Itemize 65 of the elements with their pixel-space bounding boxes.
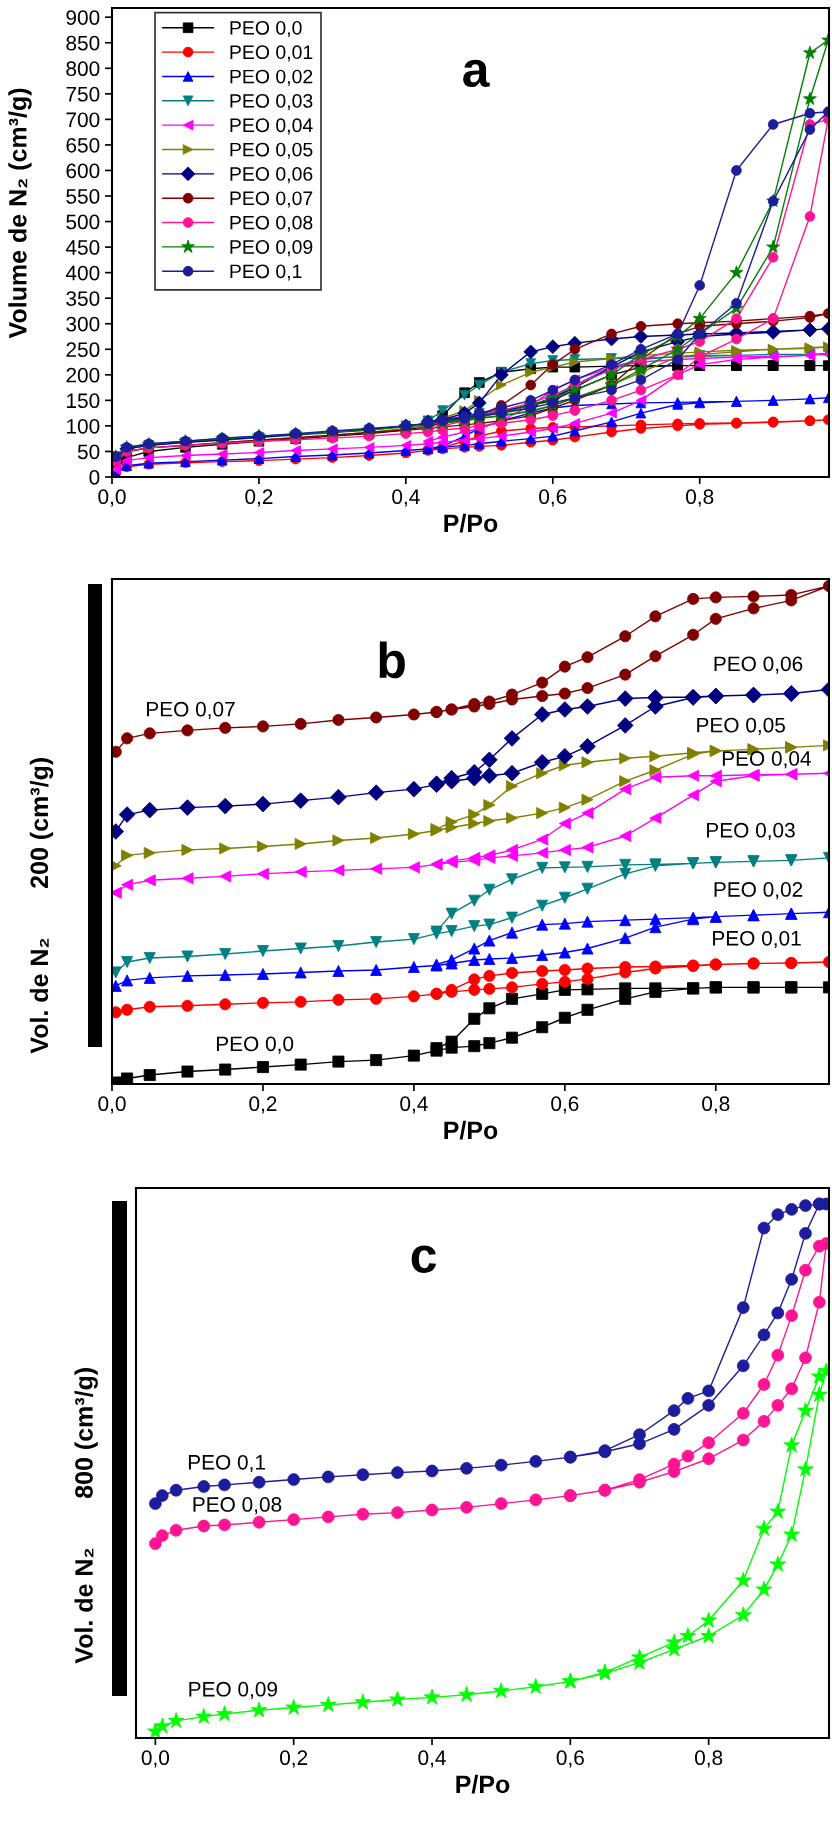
y-tick-label: 650 [66,137,100,153]
x-tick-label: 0,2 [245,489,273,507]
y-tick-label: 850 [66,35,100,51]
y-tick-label: 0 [89,470,100,485]
legend-label: PEO 0,07 [230,191,313,208]
x-tick-label: 0,2 [280,1750,308,1768]
text: c [411,1245,437,1273]
y-tick-label: 800 [66,61,100,77]
legend-label: PEO 0,09 [230,240,313,257]
legend-label: PEO 0,04 [230,118,313,135]
series-label: PEO 0,06 [714,656,803,674]
legend-label: PEO 0,0 [230,20,302,38]
y-tick-label: 50 [77,444,100,460]
y-tick-label: 150 [67,393,100,409]
series-label: PEO 0,08 [193,1497,282,1515]
x-tick-label: 0,8 [686,489,714,507]
text: b [379,641,405,679]
x-tick-label: 0,6 [556,1750,584,1768]
x-tick-label: 0,0 [98,489,126,507]
series-label: PEO 0,03 [707,822,795,841]
y-tick-label: 350 [66,291,100,306]
legend-label: PEO 0,01 [230,45,313,62]
series-label: PEO 0,05 [697,717,785,735]
x-tick-label: 0,8 [702,1096,730,1114]
legend-label: PEO 0,08 [230,215,313,232]
series-label: PEO 0,04 [722,751,811,769]
x-tick-label: 0,4 [400,1096,428,1114]
legend-label: PEO 0,06 [230,167,313,184]
x-axis-title: P/Po [444,1120,498,1140]
y-tick-label: 450 [65,240,100,255]
x-tick-label: 0,2 [249,1096,277,1114]
y-tick-label: 700 [66,112,100,128]
y-tick-label: 550 [66,189,100,204]
y-tick-label: 300 [66,316,100,332]
series-label: PEO 0,02 [714,882,803,900]
y-tick-label: 600 [66,163,100,179]
y-axis-title: Vol. de N₂ 200 (cm³/g) [29,758,54,1054]
x-tick-label: 0,8 [694,1750,723,1768]
x-axis-title: P/Po [456,1774,510,1794]
y-tick-label: 400 [65,265,100,281]
series-label: PEO 0,07 [147,701,235,720]
x-tick-label: 0,6 [539,489,567,507]
text: a [463,59,490,88]
x-tick-label: 0,4 [418,1750,446,1768]
y-tick-label: 900 [66,10,100,25]
series-label: PEO 0,1 [188,1454,265,1473]
y-tick-label: 750 [66,86,100,102]
legend-label: PEO 0,05 [230,142,313,159]
y-tick-label: 200 [66,367,100,383]
x-tick-label: 0,6 [551,1096,579,1114]
legend-label: PEO 0,02 [230,69,313,86]
series-label: PEO 0,01 [713,930,801,949]
legend-label: PEO 0,03 [230,94,313,111]
y-tick-label: 100 [67,418,100,434]
series-label: PEO 0,0 [216,1036,294,1054]
y-tick-label: 250 [66,342,100,358]
x-axis-title: P/Po [444,513,498,533]
y-axis-title: Volume de N₂ (cm³/g) [8,88,32,339]
x-tick-label: 0,0 [141,1750,170,1768]
legend-label: PEO 0,1 [230,264,302,281]
y-tick-label: 500 [66,214,100,230]
x-tick-label: 0,4 [392,489,420,507]
series-label: PEO 0,09 [189,1681,278,1700]
y-axis-title: Vol. de N₂ 800 (cm³/g) [74,1368,98,1664]
x-tick-label: 0,0 [98,1096,126,1114]
